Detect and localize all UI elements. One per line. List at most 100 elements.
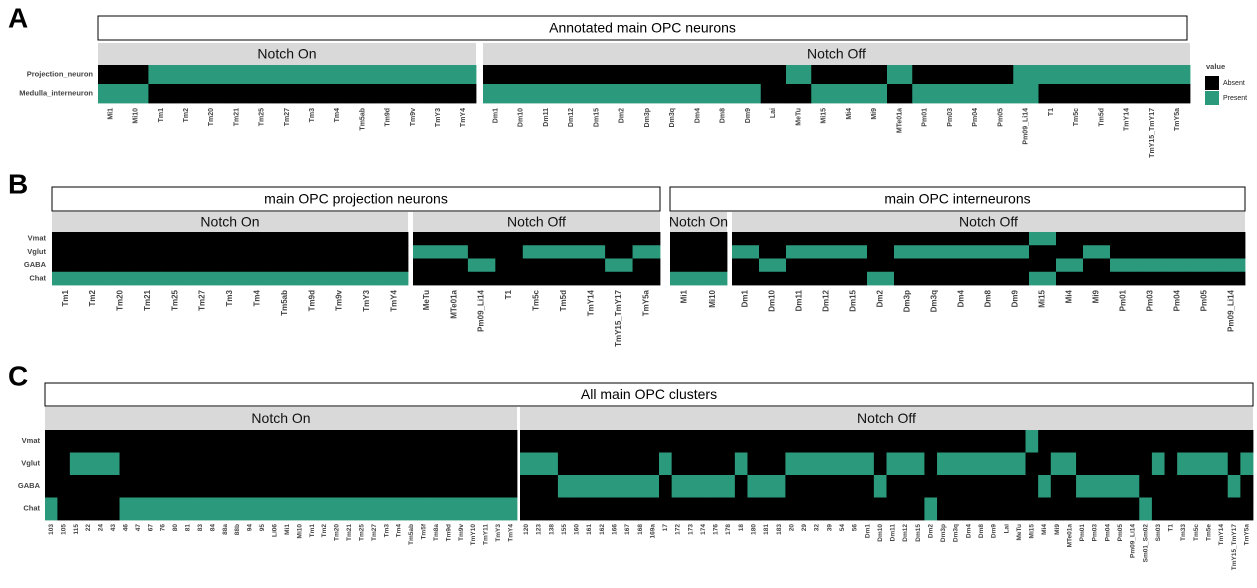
column-label: 162 [599, 524, 606, 535]
heatmap-cell [324, 65, 351, 85]
facet-label: Notch Off [807, 46, 866, 62]
heatmap-cell [595, 430, 609, 453]
heatmap-cell [57, 452, 71, 476]
heatmap-cell [440, 271, 469, 286]
legend-label: Absent [1223, 80, 1245, 87]
heatmap-cell [937, 475, 951, 498]
heatmap-cell [119, 430, 133, 453]
heatmap-cell [835, 430, 849, 453]
column-label: TmY3 [495, 524, 502, 542]
heatmap-cell [1013, 65, 1039, 85]
heatmap-cell [123, 84, 149, 104]
heatmap-cell [169, 452, 183, 476]
heatmap-cell [156, 452, 170, 476]
heatmap-cell [324, 84, 351, 104]
column-label: Pm03 [1146, 289, 1155, 311]
heatmap-cell [169, 430, 183, 453]
heatmap-cell [495, 271, 524, 286]
column-label: TmY15_TmY17 [1231, 524, 1238, 571]
heatmap-cell [173, 65, 200, 85]
heatmap-cell [1056, 258, 1084, 273]
heatmap-cell [747, 452, 761, 476]
heatmap-cell [1038, 84, 1065, 104]
heatmap-cell [1029, 232, 1057, 246]
heatmap-cell [760, 65, 787, 85]
heatmap-cell [734, 475, 748, 498]
facet-strip [413, 212, 660, 232]
heatmap-cell [188, 232, 217, 246]
heatmap-cell [813, 232, 841, 246]
column-label: 183 [776, 524, 783, 535]
facet-label: Notch On [200, 214, 259, 230]
heatmap-cell [861, 84, 888, 104]
heatmap-cell [495, 258, 524, 273]
heatmap-cell [798, 475, 812, 498]
heatmap-cell [1038, 452, 1052, 476]
heatmap-cell [570, 430, 584, 453]
heatmap-cell [1012, 497, 1026, 521]
heatmap-cell [621, 452, 635, 476]
heatmap-cell [1191, 245, 1219, 259]
heatmap-cell [840, 245, 868, 259]
heatmap-cell [413, 271, 441, 286]
heatmap-cell [557, 452, 571, 476]
heatmap-cell [873, 452, 887, 476]
heatmap-cell [974, 452, 989, 476]
heatmap-cell [318, 475, 332, 498]
heatmap-cell [479, 497, 493, 521]
column-label: TmY4 [460, 108, 467, 127]
heatmap-cell [609, 84, 635, 104]
heatmap-cell [732, 258, 760, 273]
heatmap-cell [1056, 271, 1084, 286]
heatmap-cell [1088, 452, 1102, 476]
column-label: Lai [1003, 524, 1010, 534]
heatmap-cell [218, 430, 232, 453]
heatmap-cell [194, 452, 207, 476]
column-label: Tm1 [158, 108, 165, 123]
heatmap-cell [1164, 258, 1192, 273]
column-label: Tm5d [1098, 108, 1105, 127]
heatmap-cell [583, 430, 597, 453]
heatmap-cell [621, 497, 635, 521]
column-label: Tm20 [208, 108, 215, 126]
heatmap-cell [659, 475, 673, 498]
column-label: 32 [814, 524, 821, 532]
heatmap-cell [583, 497, 597, 521]
heatmap-cell [367, 475, 381, 498]
heatmap-cell [1076, 497, 1090, 521]
heatmap-cell [1038, 497, 1052, 521]
heatmap-cell [79, 232, 108, 246]
column-label: Mi10 [296, 524, 303, 539]
heatmap-cell [492, 475, 505, 498]
facet-label: Notch Off [959, 214, 1018, 230]
heatmap-cell [1126, 430, 1140, 453]
heatmap-cell [557, 475, 571, 498]
heatmap-cell [467, 271, 496, 286]
heatmap-cell [325, 245, 354, 259]
heatmap-cell [1110, 271, 1138, 286]
heatmap-cell [1000, 475, 1014, 498]
heatmap-cell [69, 475, 83, 498]
heatmap-cell [181, 430, 195, 453]
heatmap-cell [605, 258, 633, 273]
column-label: 24 [98, 524, 105, 532]
heatmap-cell [281, 475, 294, 498]
heatmap-cell [1110, 245, 1138, 259]
heatmap-cell [1000, 452, 1014, 476]
column-label: Dm3p [644, 108, 651, 127]
heatmap-cell [442, 475, 456, 498]
heatmap-cell [520, 430, 534, 453]
heatmap-cell [425, 84, 452, 104]
heatmap-cell [1101, 497, 1115, 521]
heatmap-cell [98, 84, 124, 104]
heatmap-cell [467, 475, 481, 498]
heatmap-cell [698, 232, 728, 246]
column-label: 103 [48, 524, 55, 535]
heatmap-cell [318, 497, 332, 521]
heatmap-cell [550, 258, 579, 273]
column-label: 95 [259, 524, 266, 532]
column-label: 161 [586, 524, 593, 535]
heatmap-cell [1126, 475, 1140, 498]
column-label: Mi9 [871, 108, 878, 120]
